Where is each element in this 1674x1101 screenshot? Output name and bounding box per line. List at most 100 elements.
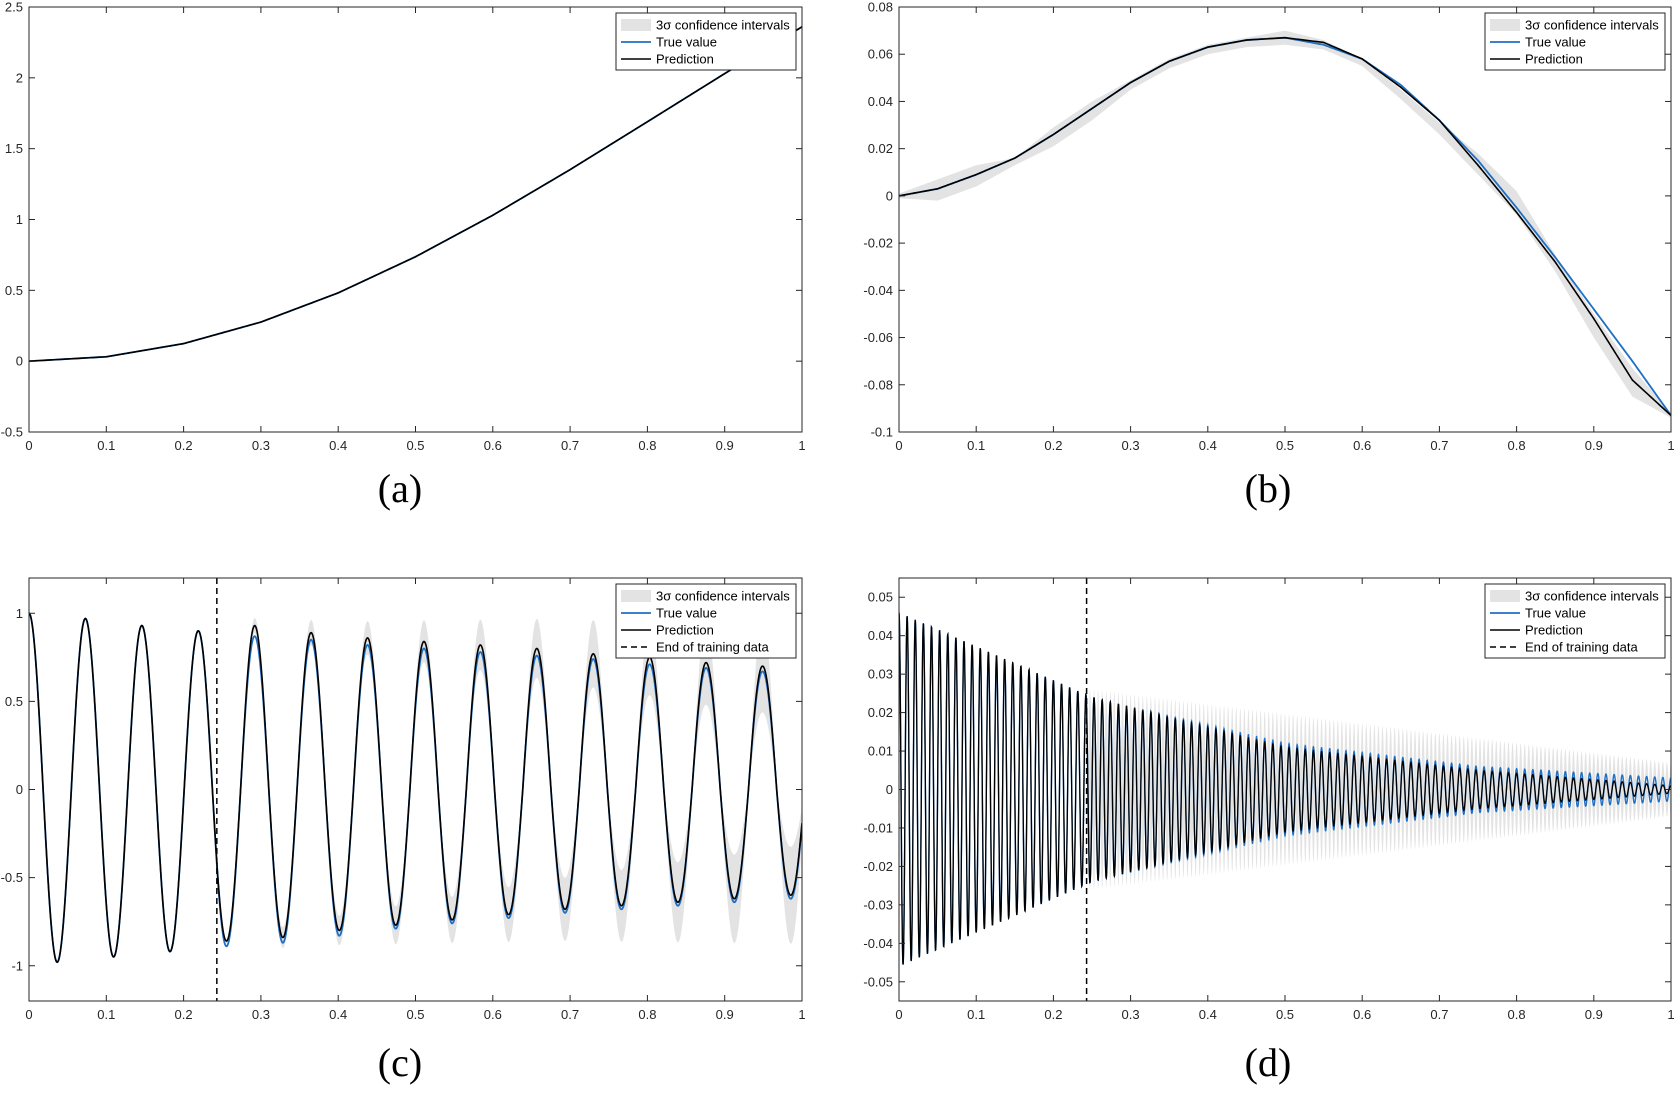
y-tick-label: 0 <box>886 782 893 797</box>
prediction-line-d <box>899 612 1671 965</box>
plot-area-c <box>29 578 802 1001</box>
legend-swatch-band <box>621 19 651 31</box>
y-tick-label: 0.03 <box>868 667 893 682</box>
legend-label: True value <box>656 606 717 621</box>
x-tick-label: 0.7 <box>561 438 579 453</box>
plot-area-a <box>29 26 802 363</box>
y-tick-label: -0.04 <box>863 936 893 951</box>
y-tick-label: -0.05 <box>863 974 893 989</box>
x-tick-label: 0.2 <box>175 1007 193 1022</box>
x-tick-label: 0.7 <box>1430 438 1448 453</box>
legend-d: 3σ confidence intervals True value Predict… <box>1484 583 1666 659</box>
y-tick-label: 0.04 <box>868 94 893 109</box>
legend-label: Prediction <box>1525 623 1583 638</box>
panel-a: 0 0.1 0.2 0.3 0.4 0.5 0.6 0.7 0.8 0.9 1-0.500.511.… <box>1 0 806 511</box>
x-tick-label: 1 <box>798 1007 805 1022</box>
x-tick-label: 1 <box>798 438 805 453</box>
x-tick-label: 0.6 <box>484 438 502 453</box>
true-value-line-a <box>29 26 802 363</box>
x-tick-label: 1 <box>1667 1007 1674 1022</box>
y-tick-label: 0 <box>16 354 23 369</box>
y-tick-label: -0.02 <box>863 859 893 874</box>
x-tick-label: 0.1 <box>97 438 115 453</box>
x-tick-label: 0.7 <box>561 1007 579 1022</box>
y-tick-label: 0.5 <box>5 694 23 709</box>
legend-swatch-band <box>1490 590 1520 602</box>
legend-label: End of training data <box>656 640 770 655</box>
x-tick-label: 0.5 <box>406 438 424 453</box>
x-tick-label: 0.5 <box>1276 438 1294 453</box>
x-tick-label: 0 <box>25 438 32 453</box>
legend-c: 3σ confidence intervals True value Predict… <box>615 583 797 659</box>
y-tick-label: 0 <box>16 782 23 797</box>
x-tick-label: 0.2 <box>1044 1007 1062 1022</box>
legend-label: 3σ confidence intervals <box>656 589 790 604</box>
x-tick-label: 0 <box>895 438 902 453</box>
x-tick-label: 0.3 <box>252 1007 270 1022</box>
x-tick-label: 0.6 <box>484 1007 502 1022</box>
y-tick-label: 0.02 <box>868 705 893 720</box>
x-tick-label: 0.5 <box>1276 1007 1294 1022</box>
legend-b: 3σ confidence intervals True value Predict… <box>1484 12 1666 71</box>
x-tick-label: 0.4 <box>329 1007 347 1022</box>
y-tick-label: 0.02 <box>868 141 893 156</box>
y-tick-label: 0.01 <box>868 744 893 759</box>
prediction-line-b <box>899 36 1671 417</box>
legend-swatch-band <box>621 590 651 602</box>
panel-caption: (a) <box>378 466 422 511</box>
true-value-line-b <box>899 36 1671 416</box>
legend-label: Prediction <box>1525 52 1583 67</box>
x-tick-label: 0.8 <box>638 438 656 453</box>
legend-label: True value <box>1525 606 1586 621</box>
x-tick-label: 0 <box>25 1007 32 1022</box>
axes-box-a <box>28 6 803 433</box>
legend-label: 3σ confidence intervals <box>1525 589 1659 604</box>
x-tick-label: 0.2 <box>175 438 193 453</box>
y-tick-label: -0.03 <box>863 897 893 912</box>
x-tick-label: 0.4 <box>329 438 347 453</box>
panel-c: 0 0.1 0.2 0.3 0.4 0.5 0.6 0.7 0.8 0.9 1 -1 -0.5 0 0.5 1… <box>1 577 806 1085</box>
panel-caption: (c) <box>378 1040 422 1085</box>
x-tick-label: 0.1 <box>97 1007 115 1022</box>
x-tick-label: 0.3 <box>252 438 270 453</box>
x-tick-label: 0.3 <box>1122 438 1140 453</box>
y-tick-label: -0.08 <box>863 377 893 392</box>
x-tick-label: 0.9 <box>716 438 734 453</box>
x-tick-label: 0.3 <box>1122 1007 1140 1022</box>
y-tick-label: 0.06 <box>868 47 893 62</box>
plot-area-b <box>899 30 1671 418</box>
y-tick-label: -0.04 <box>863 283 893 298</box>
legend-a: 3σ confidence intervals True value Predict… <box>615 12 797 71</box>
y-tick-label: -0.01 <box>863 820 893 835</box>
y-tick-label: 2.5 <box>5 0 23 15</box>
y-tick-label: 0.04 <box>868 628 893 643</box>
y-tick-label: 1 <box>16 606 23 621</box>
x-tick-label: 0.1 <box>967 438 985 453</box>
y-tick-label: -0.1 <box>871 425 893 440</box>
panel-d: 0 0.1 0.2 0.3 0.4 0.5 0.6 0.7 0.8 0.9 1 -0.05 -0.04 -… <box>863 577 1674 1085</box>
confidence-band-b <box>899 30 1671 418</box>
y-tick-label: 0.08 <box>868 0 893 15</box>
legend-label: End of training data <box>1525 640 1639 655</box>
x-tick-label: 0.9 <box>1585 438 1603 453</box>
x-tick-label: 0.5 <box>406 1007 424 1022</box>
x-tick-label: 0 <box>895 1007 902 1022</box>
x-tick-label: 1 <box>1667 438 1674 453</box>
x-tick-label: 0.6 <box>1353 1007 1371 1022</box>
panel-caption: (b) <box>1245 466 1292 511</box>
legend-label: Prediction <box>656 52 714 67</box>
legend-label: True value <box>1525 35 1586 50</box>
legend-label: 3σ confidence intervals <box>656 18 790 33</box>
plot-area-d <box>899 578 1671 1001</box>
x-tick-label: 0.9 <box>716 1007 734 1022</box>
y-tick-label: -1 <box>11 958 23 973</box>
x-tick-label: 0.8 <box>1508 1007 1526 1022</box>
y-tick-label: 0 <box>886 188 893 203</box>
y-tick-label: -0.5 <box>1 425 23 440</box>
x-tick-label: 0.9 <box>1585 1007 1603 1022</box>
y-tick-label: 2 <box>16 70 23 85</box>
x-tick-label: 0.6 <box>1353 438 1371 453</box>
y-tick-label: 0.05 <box>868 590 893 605</box>
y-tick-label: -0.06 <box>863 330 893 345</box>
